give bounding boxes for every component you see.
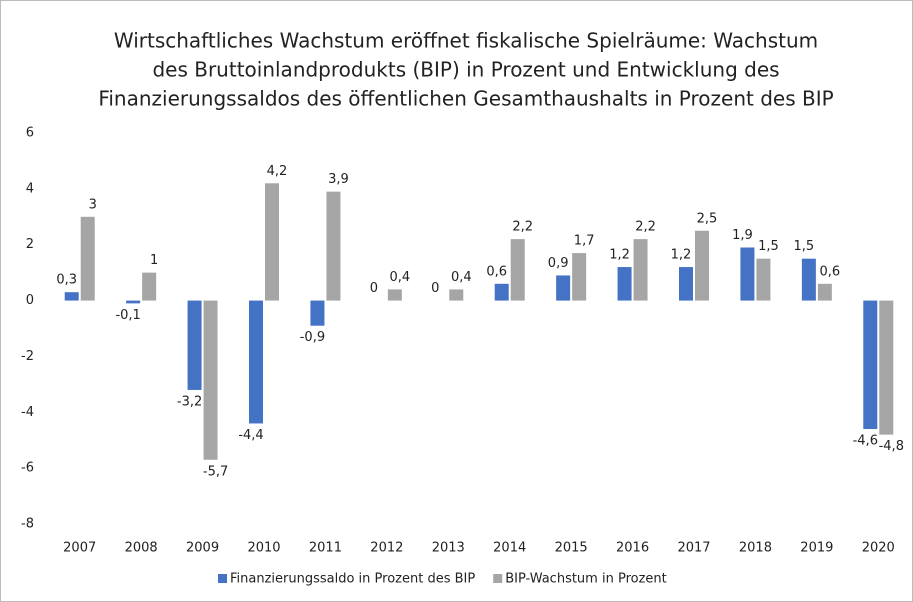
bar — [556, 275, 571, 301]
bar — [249, 300, 263, 424]
legend-swatch — [493, 574, 503, 583]
bar — [756, 258, 771, 301]
bar — [64, 292, 79, 301]
value-label: 0,9 — [548, 256, 569, 271]
value-label: 0,4 — [390, 270, 411, 285]
y-tick-label: 4 — [26, 181, 34, 196]
value-label: 0,6 — [486, 264, 507, 279]
x-tick-label: 2018 — [739, 541, 772, 556]
bar — [740, 247, 755, 301]
bar — [187, 300, 202, 390]
value-label: -0,9 — [300, 330, 325, 345]
legend-label: Finanzierungssaldo in Prozent des BIP — [230, 572, 475, 587]
x-tick-label: 2016 — [616, 541, 649, 556]
x-tick-label: 2015 — [555, 541, 588, 556]
value-label: -3,2 — [177, 394, 202, 409]
chart-title: Wirtschaftliches Wachstum eröffnet fiska… — [114, 29, 818, 53]
value-label: 3 — [89, 197, 97, 212]
bar — [494, 283, 509, 301]
bar — [863, 300, 878, 430]
legend-swatch — [218, 574, 227, 583]
y-tick-label: 6 — [26, 126, 34, 141]
value-label: 1,5 — [758, 239, 779, 254]
x-tick-label: 2007 — [63, 541, 96, 556]
x-tick-label: 2008 — [125, 541, 158, 556]
legend-label: BIP-Wachstum in Prozent — [505, 572, 667, 587]
value-label: 0,6 — [820, 264, 841, 279]
x-tick-label: 2020 — [862, 541, 895, 556]
value-label: 1,5 — [794, 239, 815, 254]
bar — [633, 239, 648, 301]
chart-title: des Bruttoinlandprodukts (BIP) in Prozen… — [152, 58, 779, 82]
value-label: -4,4 — [238, 428, 263, 443]
y-tick-label: -2 — [21, 349, 34, 364]
bar — [617, 267, 632, 301]
x-tick-label: 2014 — [493, 541, 526, 556]
bar — [572, 253, 587, 301]
bar — [265, 183, 279, 301]
value-label: 2,2 — [635, 220, 656, 235]
y-tick-label: -6 — [21, 461, 34, 476]
value-label: -0,1 — [115, 308, 140, 323]
value-label: 0,3 — [56, 273, 77, 288]
bar — [326, 191, 341, 301]
x-tick-label: 2019 — [800, 541, 833, 556]
y-tick-label: 2 — [26, 237, 34, 252]
bar — [310, 300, 325, 326]
value-label: 0 — [431, 281, 439, 296]
y-tick-label: -4 — [21, 405, 34, 420]
bar — [879, 300, 894, 435]
value-label: 2,2 — [512, 220, 533, 235]
value-label: 1,2 — [609, 248, 630, 263]
value-label: 1,2 — [671, 248, 692, 263]
chart-title: Finanzierungssaldos des öffentlichen Ges… — [98, 87, 833, 111]
value-label: 0,4 — [451, 270, 472, 285]
y-tick-label: 0 — [26, 293, 34, 308]
value-label: 0 — [370, 281, 378, 296]
value-label: 1,7 — [574, 234, 595, 249]
bar — [801, 258, 816, 301]
x-tick-label: 2013 — [432, 541, 465, 556]
bar — [679, 267, 693, 301]
value-label: 1,9 — [732, 228, 753, 243]
bar — [449, 289, 464, 301]
bar — [126, 300, 141, 304]
y-tick-label: -8 — [21, 517, 34, 532]
x-tick-label: 2017 — [677, 541, 710, 556]
x-tick-label: 2010 — [247, 541, 280, 556]
bar — [80, 216, 95, 301]
value-label: 3,9 — [328, 172, 349, 187]
bar — [142, 272, 157, 301]
value-label: -4,8 — [879, 439, 904, 454]
value-label: -5,7 — [203, 464, 228, 479]
bar — [203, 300, 218, 460]
bar — [817, 283, 832, 301]
value-label: 4,2 — [267, 164, 288, 179]
value-label: 1 — [150, 253, 158, 268]
value-label: -4,6 — [853, 434, 878, 449]
x-tick-label: 2012 — [370, 541, 403, 556]
x-tick-label: 2011 — [309, 541, 342, 556]
bar — [695, 230, 709, 301]
x-tick-label: 2009 — [186, 541, 219, 556]
value-label: 2,5 — [697, 211, 718, 226]
bar — [510, 239, 525, 301]
bar — [387, 289, 402, 301]
